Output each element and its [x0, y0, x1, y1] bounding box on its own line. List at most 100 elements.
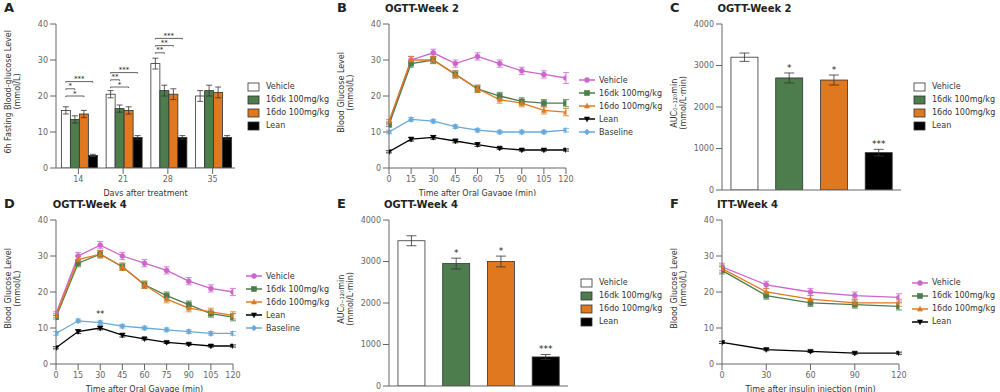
svg-text:90: 90	[184, 371, 194, 380]
html-text:6h Fasting Blood-glucose Level: 6h Fasting Blood-glucose Level (mmol/L)	[3, 30, 22, 154]
svg-text:***: ***	[74, 75, 85, 83]
svg-text:40: 40	[704, 216, 714, 225]
html-text:D: D	[4, 196, 15, 211]
html-text:Baseline: Baseline	[599, 127, 633, 137]
svg-text:1000: 1000	[694, 144, 714, 153]
svg-text:20: 20	[371, 92, 381, 101]
html-text:Blood Glucose Level (mmol/L): Blood Glucose Level (mmol/L)	[3, 247, 22, 329]
html-text:B: B	[337, 0, 347, 15]
svg-text:0: 0	[709, 360, 714, 369]
html-text:16dk 100mg/kg: 16dk 100mg/kg	[599, 88, 662, 98]
svg-text:**: **	[161, 39, 169, 47]
svg-text:30: 30	[704, 252, 714, 261]
svg-text:60: 60	[139, 371, 149, 380]
svg-text:15: 15	[406, 175, 416, 184]
svg-text:60: 60	[472, 175, 482, 184]
svg-text:*: *	[499, 246, 504, 256]
svg-text:***: ***	[164, 32, 175, 40]
svg-text:30: 30	[38, 56, 48, 65]
html-text:OGTT-Week 2: OGTT-Week 2	[717, 3, 792, 14]
html-text:OGTT-Week 4: OGTT-Week 4	[52, 199, 127, 210]
svg-text:120: 120	[558, 175, 573, 184]
svg-text:0: 0	[719, 371, 724, 380]
html-text:Lean: Lean	[599, 114, 619, 124]
svg-text:20: 20	[704, 288, 714, 297]
svg-text:40: 40	[38, 20, 48, 29]
svg-text:*: *	[73, 90, 77, 98]
svg-text:*: *	[454, 248, 459, 258]
svg-text:120: 120	[891, 371, 906, 380]
svg-text:30: 30	[761, 371, 771, 380]
svg-text:30: 30	[371, 56, 381, 65]
html-text:Blood Glucose Level (mmol/L): Blood Glucose Level (mmol/L)	[669, 247, 688, 329]
svg-text:30: 30	[95, 371, 105, 380]
svg-text:1000: 1000	[361, 340, 381, 349]
svg-text:3000: 3000	[694, 61, 714, 70]
svg-text:0: 0	[709, 186, 714, 195]
svg-text:40: 40	[371, 20, 381, 29]
svg-text:Time after Oral Gavage (min): Time after Oral Gavage (min)	[418, 189, 536, 196]
svg-text:4000: 4000	[361, 216, 381, 225]
svg-text:Time after Oral Gavage (min): Time after Oral Gavage (min)	[85, 385, 203, 392]
html-text:16dk 100mg/kg: 16dk 100mg/kg	[266, 284, 329, 294]
svg-text:2000: 2000	[361, 299, 381, 308]
html-text:16do 100mg/kg: 16do 100mg/kg	[599, 101, 663, 111]
svg-text:0: 0	[386, 175, 391, 184]
html-text:A: A	[4, 0, 15, 15]
svg-text:3000: 3000	[361, 257, 381, 266]
svg-text:28: 28	[163, 175, 173, 184]
svg-text:10: 10	[38, 128, 48, 137]
svg-text:120: 120	[225, 371, 240, 380]
svg-text:**: **	[96, 310, 104, 319]
svg-text:75: 75	[495, 175, 505, 184]
svg-text:*: *	[118, 81, 122, 89]
svg-text:60: 60	[805, 371, 815, 380]
svg-text:***: ***	[119, 66, 130, 74]
svg-text:2000: 2000	[694, 103, 714, 112]
html-text:OGTT-Week 2: OGTT-Week 2	[384, 3, 459, 14]
svg-text:21: 21	[118, 175, 128, 184]
svg-text:0: 0	[43, 164, 48, 173]
html-text:AUC₀₋₁₂₀min (mmol/L·min): AUC₀₋₁₂₀min (mmol/L·min)	[669, 76, 688, 130]
svg-text:10: 10	[38, 324, 48, 333]
svg-text:30: 30	[428, 175, 438, 184]
svg-text:Days after treatment: Days after treatment	[103, 189, 187, 196]
html-text:Vehicle: Vehicle	[599, 75, 628, 85]
svg-text:20: 20	[38, 288, 48, 297]
svg-text:105: 105	[536, 175, 551, 184]
html-text:AUC₀₋₁₂₀min (mmol/L·min): AUC₀₋₁₂₀min (mmol/L·min)	[336, 272, 355, 326]
html-text:Blood Glucose Level (mmol/L): Blood Glucose Level (mmol/L)	[336, 51, 355, 133]
svg-text:90: 90	[850, 371, 860, 380]
svg-text:Time after insulin injection (: Time after insulin injection (min)	[744, 385, 875, 392]
html-text:16do 100mg/kg: 16do 100mg/kg	[266, 297, 330, 307]
html-text:Vehicle: Vehicle	[266, 271, 295, 281]
svg-text:0: 0	[376, 164, 381, 173]
svg-text:***: ***	[539, 344, 553, 354]
svg-text:0: 0	[43, 360, 48, 369]
svg-text:40: 40	[38, 216, 48, 225]
svg-text:0: 0	[53, 371, 58, 380]
svg-text:20: 20	[38, 92, 48, 101]
svg-text:*: *	[69, 82, 73, 90]
svg-text:35: 35	[208, 175, 218, 184]
svg-text:*: *	[832, 65, 837, 75]
svg-text:0: 0	[376, 382, 381, 391]
svg-text:**: **	[156, 46, 164, 54]
html-text:C: C	[670, 0, 680, 15]
svg-text:*: *	[787, 63, 792, 73]
svg-text:75: 75	[162, 371, 172, 380]
svg-text:14: 14	[73, 175, 83, 184]
svg-text:15: 15	[73, 371, 83, 380]
svg-text:**: **	[112, 73, 120, 81]
html-text:ITT-Week 4: ITT-Week 4	[716, 199, 778, 210]
svg-text:10: 10	[704, 324, 714, 333]
svg-text:105: 105	[203, 371, 218, 380]
svg-text:30: 30	[38, 252, 48, 261]
svg-text:10: 10	[371, 128, 381, 137]
svg-text:45: 45	[117, 371, 127, 380]
svg-text:***: ***	[872, 139, 886, 149]
svg-text:4000: 4000	[694, 20, 714, 29]
html-text:OGTT-Week 4: OGTT-Week 4	[383, 199, 458, 210]
svg-text:90: 90	[517, 175, 527, 184]
svg-text:45: 45	[450, 175, 460, 184]
